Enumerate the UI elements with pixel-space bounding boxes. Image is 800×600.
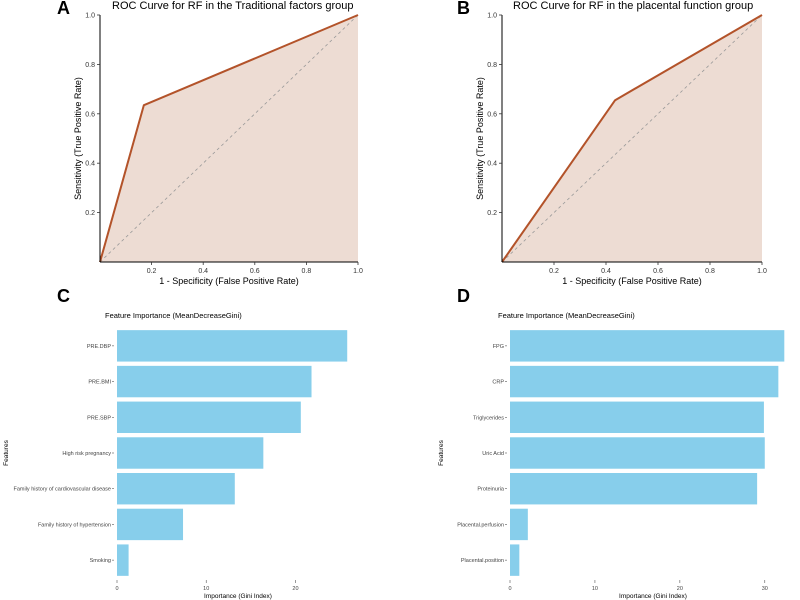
category-label: Uric Acid <box>482 451 504 457</box>
y-axis-title: Features <box>438 439 445 465</box>
category-label: CRP <box>492 380 504 386</box>
panel-a: A 0.2 0.4 0.6 0.8 1.0 0.2 0.4 0.6 0.8 1.0 ROC Curve… <box>57 0 363 286</box>
x-axis-title: Importance (Gini Index) <box>204 593 272 600</box>
bar <box>510 365 779 398</box>
y-tick-label: 0.2 <box>85 210 95 217</box>
y-tick-label: 0.8 <box>487 62 497 69</box>
x-tick-label: 0.4 <box>198 268 208 275</box>
category-label: Triglycerides <box>473 415 504 421</box>
roc-auc-area <box>502 15 762 262</box>
x-tick-label: 0.4 <box>601 268 611 275</box>
chart-title: ROC Curve for RF in the placental functi… <box>513 0 753 12</box>
category-label: FPG <box>493 344 504 350</box>
chart-title: Feature Importance (MeanDecreaseGini) <box>498 311 635 320</box>
roc-curve <box>501 14 763 263</box>
category-label: Placental.perfusion <box>457 522 504 528</box>
bar <box>117 473 235 505</box>
category-label: PRE.BMI <box>88 380 111 386</box>
bar <box>510 401 764 433</box>
panel-letter: D <box>457 286 470 306</box>
y-axis-title: Sensitivity (True Positive Rate) <box>475 77 485 200</box>
bar <box>117 437 264 469</box>
y-tick-label: 0.4 <box>487 161 497 168</box>
roc-auc-area <box>100 15 358 262</box>
bar <box>117 330 348 362</box>
y-axis-title: Sensitivity (True Positive Rate) <box>73 77 83 200</box>
bar <box>117 544 129 576</box>
x-tick-label: 20 <box>677 586 683 592</box>
x-tick-label: 0 <box>508 586 511 592</box>
y-tick-label: 0.8 <box>85 62 95 69</box>
x-axis-title: 1 - Specificity (False Positive Rate) <box>159 276 299 286</box>
category-label: High risk pregnancy <box>62 451 111 457</box>
category-label: PRE.SBP <box>87 415 111 421</box>
y-tick-label: 0.4 <box>85 161 95 168</box>
panel-c: C PRE.DBP PRE.BMI PRE.SBP High risk pregnanc… <box>3 286 348 600</box>
category-label: Smoking <box>90 558 111 564</box>
x-tick-label: 0.2 <box>147 268 157 275</box>
bar <box>117 508 184 541</box>
x-axis-title: 1 - Specificity (False Positive Rate) <box>562 276 702 286</box>
chart-title: Feature Importance (MeanDecreaseGini) <box>105 311 242 320</box>
x-tick-label: 0 <box>115 586 118 592</box>
x-tick-label: 0.8 <box>302 268 312 275</box>
category-label: PRE.DBP <box>87 344 111 350</box>
panel-letter: C <box>57 286 70 306</box>
bar <box>510 544 520 576</box>
x-tick-label: 20 <box>292 586 298 592</box>
category-label: Proteinuria <box>477 487 505 493</box>
category-label: Family history of hypertension <box>38 522 111 528</box>
x-tick-label: 30 <box>762 586 768 592</box>
panel-b: B 0.2 0.4 0.6 0.8 1.0 0.2 0.4 0.6 0.8 1.0 ROC Curve… <box>457 0 767 286</box>
y-tick-label: 0.6 <box>487 111 497 118</box>
bar <box>117 365 312 398</box>
y-tick-label: 1.0 <box>487 13 497 20</box>
y-tick-label: 0.6 <box>85 111 95 118</box>
panel-letter: A <box>57 0 70 18</box>
y-tick-label: 0.2 <box>487 210 497 217</box>
panel-letter: B <box>457 0 470 18</box>
y-axis-title: Features <box>3 439 10 465</box>
x-tick-label: 1.0 <box>353 268 363 275</box>
bar <box>510 473 758 505</box>
x-tick-label: 0.8 <box>705 268 715 275</box>
bar <box>510 437 765 469</box>
x-tick-label: 10 <box>203 586 209 592</box>
roc-curve <box>99 14 359 263</box>
x-tick-label: 0.2 <box>549 268 559 275</box>
y-tick-label: 1.0 <box>85 13 95 20</box>
category-label: Family history of cardiovascular disease <box>13 487 111 493</box>
x-tick-label: 0.6 <box>653 268 663 275</box>
bar <box>510 330 785 362</box>
x-tick-label: 10 <box>592 586 598 592</box>
chart-title: ROC Curve for RF in the Traditional fact… <box>112 0 353 12</box>
x-axis-title: Importance (Gini Index) <box>619 593 687 600</box>
bar <box>117 401 301 433</box>
x-tick-label: 0.6 <box>250 268 260 275</box>
bar <box>510 508 528 541</box>
category-label: Placental.position <box>461 558 504 564</box>
panel-d: D FPG CRP Triglycerides Uric Acid Proteinuria… <box>438 286 785 600</box>
x-tick-label: 1.0 <box>757 268 767 275</box>
